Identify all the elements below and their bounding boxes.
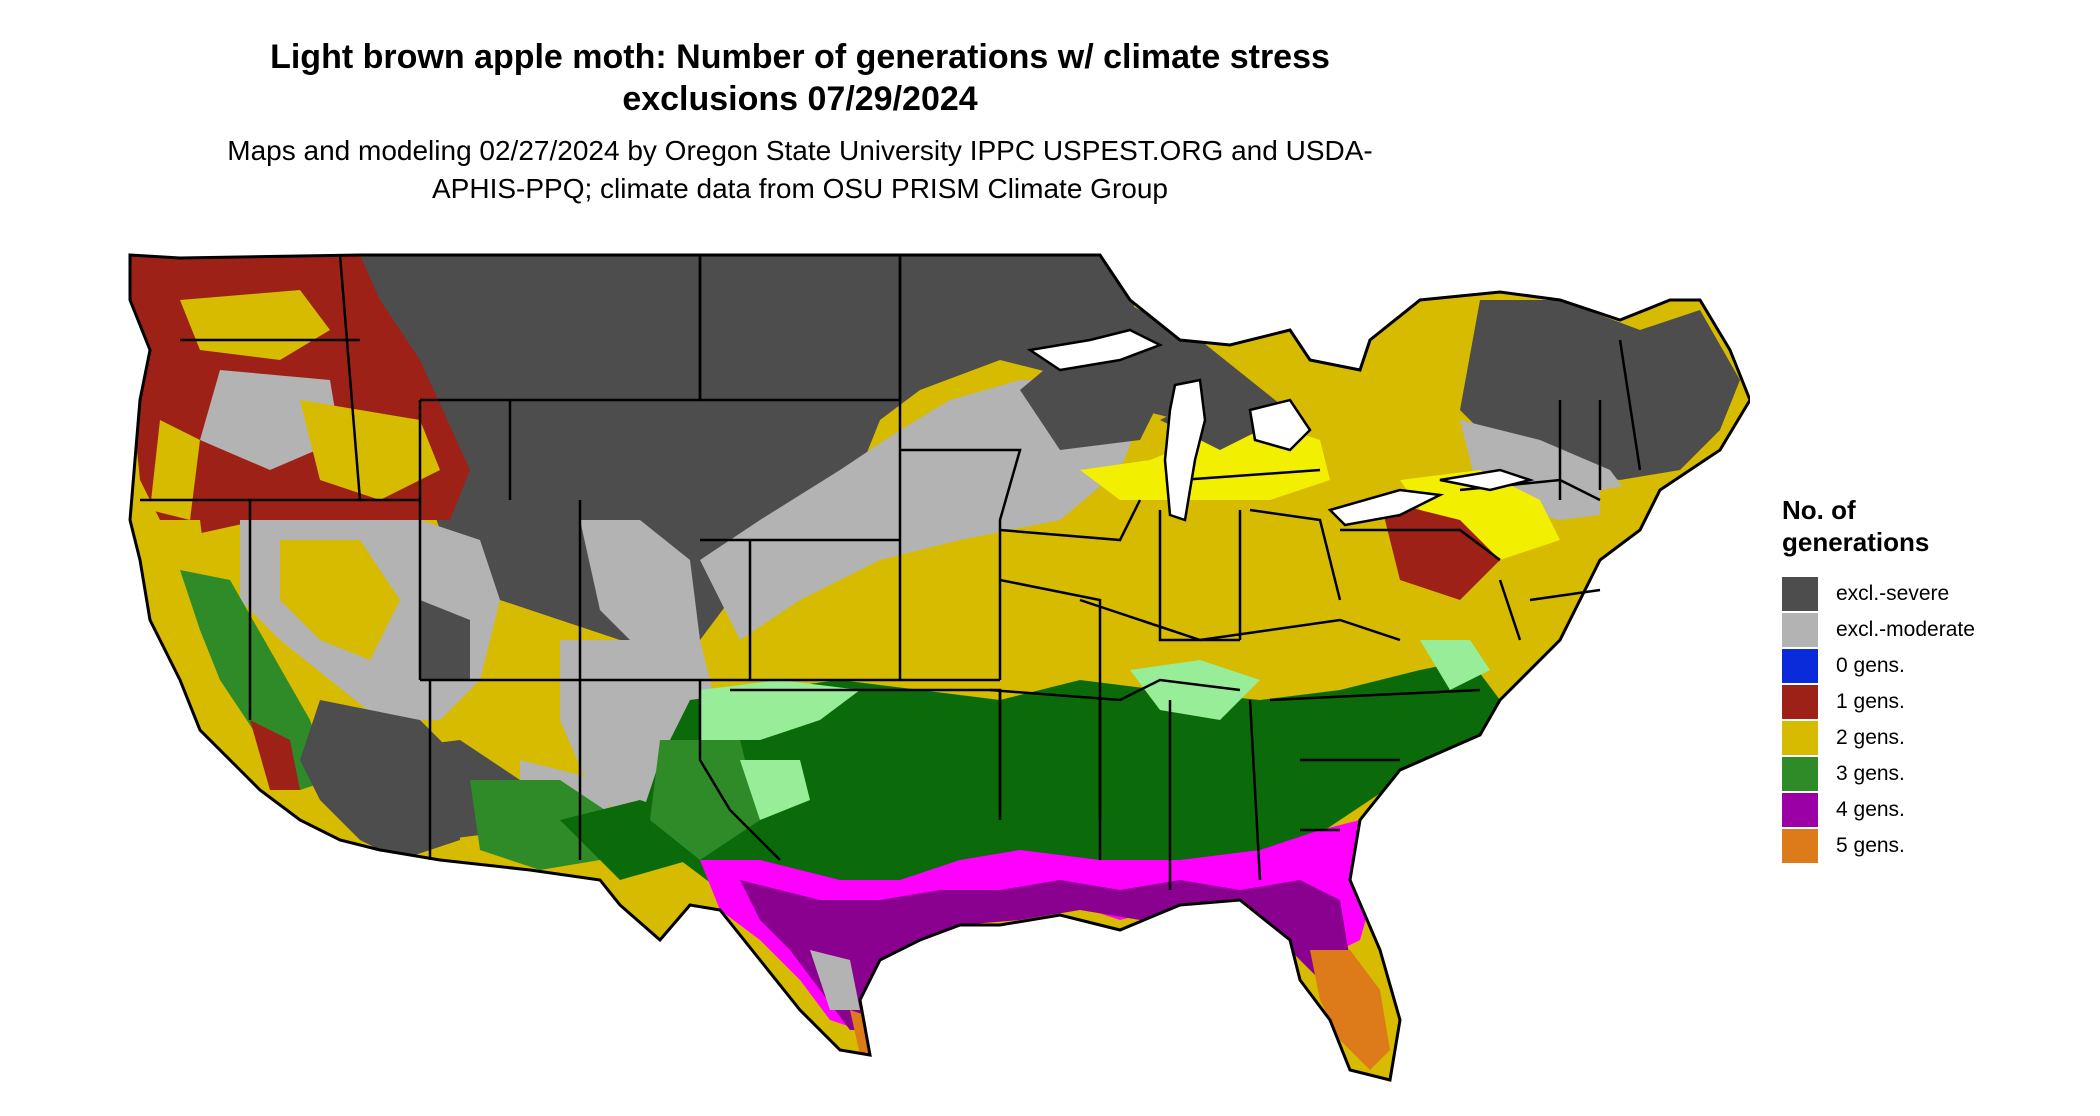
legend-label: 4 gens.: [1836, 798, 1905, 821]
legend-label: 0 gens.: [1836, 654, 1905, 677]
legend-title: No. of generations: [1782, 495, 1930, 557]
legend-label: 3 gens.: [1836, 762, 1905, 785]
legend-item: 5 gens.: [1782, 828, 2082, 864]
legend-swatch: [1782, 685, 1818, 719]
us-map: [128, 253, 1750, 1082]
legend-label: excl.-moderate: [1836, 618, 1975, 641]
legend-swatch: [1782, 721, 1818, 755]
legend-swatch: [1782, 829, 1818, 863]
map-title: Light brown apple moth: Number of genera…: [270, 38, 1330, 118]
legend-item: 1 gens.: [1782, 684, 2082, 720]
legend-swatch: [1782, 793, 1818, 827]
map-area: [128, 253, 1750, 1082]
legend-label: 2 gens.: [1836, 726, 1905, 749]
map-subtitle: Maps and modeling 02/27/2024 by Oregon S…: [227, 135, 1373, 204]
legend-label: 1 gens.: [1836, 690, 1905, 713]
legend-label: excl.-severe: [1836, 582, 1950, 605]
legend-items: excl.-severe excl.-moderate 0 gens. 1 gens.…: [1782, 576, 2082, 864]
legend-item: 0 gens.: [1782, 648, 2082, 684]
legend-swatch: [1782, 613, 1818, 647]
legend-swatch: [1782, 649, 1818, 683]
legend-item: 3 gens.: [1782, 756, 2082, 792]
legend-item: 2 gens.: [1782, 720, 2082, 756]
legend-item: excl.-moderate: [1782, 612, 2082, 648]
legend-item: excl.-severe: [1782, 576, 2082, 612]
legend-swatch: [1782, 757, 1818, 791]
legend-swatch: [1782, 577, 1818, 611]
legend-item: 4 gens.: [1782, 792, 2082, 828]
legend-label: 5 gens.: [1836, 834, 1905, 857]
legend: No. of generations excl.-severe excl.-mod…: [1782, 494, 2082, 864]
